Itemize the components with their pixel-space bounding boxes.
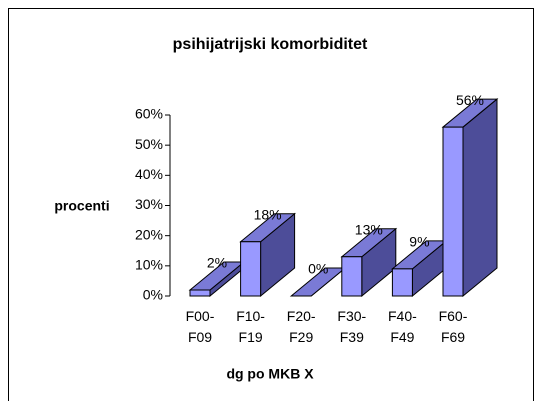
chart-title: psihijatrijski komorbiditet [173, 36, 368, 53]
y-tick-label: 0% [143, 287, 163, 303]
x-axis-label: dg po MKB X [226, 366, 314, 382]
bar-front [189, 289, 211, 297]
bar-front [442, 126, 464, 297]
bar [188, 260, 246, 298]
bar [239, 212, 296, 298]
value-label: 2% [207, 255, 227, 271]
bar [441, 98, 499, 298]
bar [391, 239, 448, 298]
bar [340, 227, 398, 298]
bar-front [341, 256, 363, 297]
y-tick-label: 20% [135, 226, 163, 242]
y-axis-label: procenti [54, 198, 109, 214]
value-label: 18% [254, 206, 282, 222]
chart-border [8, 8, 534, 401]
bar-front [391, 268, 413, 297]
y-tick-label: 40% [135, 166, 163, 182]
value-label: 56% [456, 92, 484, 108]
y-tick-label: 30% [135, 196, 163, 212]
value-label: 0% [308, 261, 328, 277]
x-tick-label: F20- F29 [286, 308, 316, 345]
y-tick-label: 10% [135, 257, 163, 273]
bar-side [462, 98, 498, 298]
value-label: 13% [355, 221, 383, 237]
x-tick-label: F00- F09 [185, 308, 215, 345]
y-tick-label: 50% [135, 136, 163, 152]
x-tick-label: F30- F39 [337, 308, 367, 345]
x-tick-label: F60- F69 [438, 308, 468, 345]
y-tick-label: 60% [135, 106, 163, 122]
value-label: 9% [409, 234, 429, 250]
x-tick-label: F10- F19 [236, 308, 265, 345]
bar-front [240, 241, 262, 297]
x-tick-label: F40- F49 [387, 308, 417, 345]
